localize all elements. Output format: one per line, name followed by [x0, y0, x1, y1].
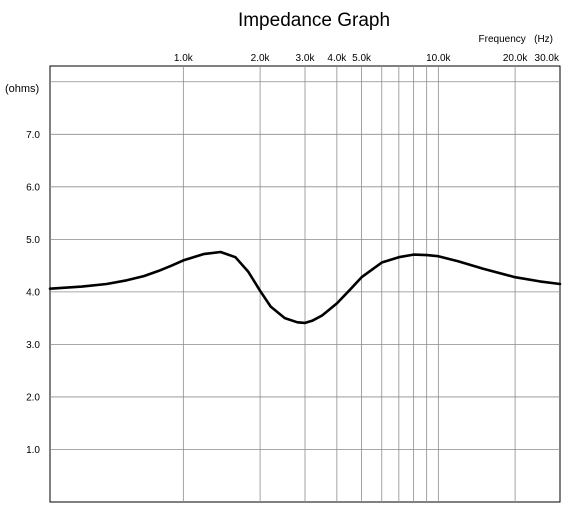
x-axis-label: Frequency (Hz) — [479, 34, 553, 45]
y-tick-label: 7.0 — [26, 130, 40, 141]
x-tick-label: 5.0k — [352, 53, 372, 64]
x-tick-label: 3.0k — [296, 53, 316, 64]
x-tick-label: 20.0k — [503, 53, 528, 64]
x-tick-label: 30.0k — [535, 53, 560, 64]
x-tick-label: 4.0k — [327, 53, 347, 64]
chart-title: Impedance Graph — [238, 10, 390, 31]
y-tick-label: 6.0 — [26, 182, 40, 193]
x-gridlines — [182, 66, 516, 502]
series-group — [48, 250, 562, 325]
y-tick-label: 4.0 — [26, 287, 40, 298]
x-tick-label: 10.0k — [426, 53, 451, 64]
y-tick-labels: 1.0 2.0 3.0 4.0 5.0 6.0 7.0 — [26, 130, 40, 456]
y-tick-label: 3.0 — [26, 340, 40, 351]
y-tick-label: 5.0 — [26, 235, 40, 246]
x-tick-labels: 1.0k 2.0k 3.0k 4.0k 5.0k 10.0k 20.0k 30.0k — [174, 53, 560, 64]
series-line-0 — [48, 250, 562, 325]
y-tick-label: 2.0 — [26, 392, 40, 403]
y-tick-label: 1.0 — [26, 445, 40, 456]
x-tick-label: 2.0k — [251, 53, 271, 64]
y-axis-label: (ohms) — [5, 83, 39, 95]
x-tick-label: 1.0k — [174, 53, 194, 64]
